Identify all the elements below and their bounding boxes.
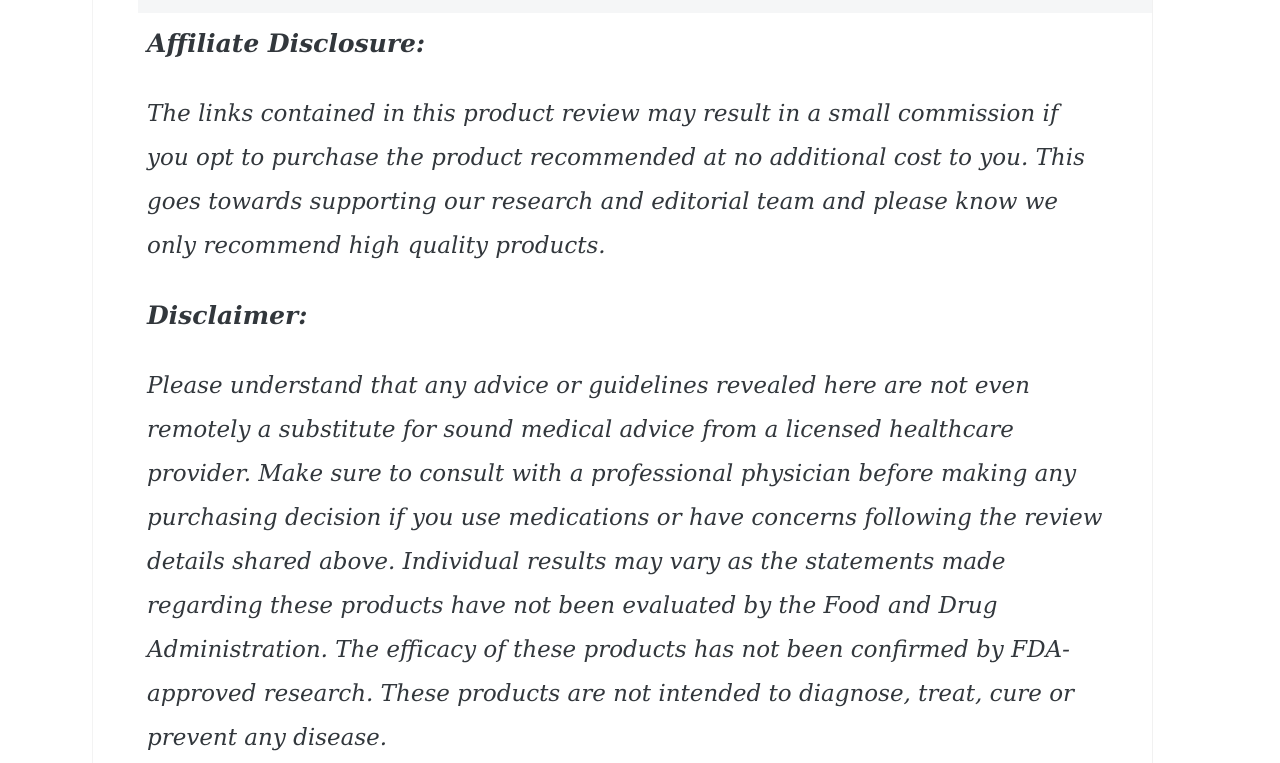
disclaimer-heading: Disclaimer:	[147, 301, 308, 330]
disclaimer-paragraph: Please understand that any advice or gui…	[147, 373, 1103, 751]
article-content-column: Affiliate Disclosure: The links containe…	[92, 0, 1153, 763]
disclosure-text-block: Affiliate Disclosure: The links containe…	[147, 22, 1153, 763]
affiliate-disclosure-heading: Affiliate Disclosure:	[147, 29, 426, 58]
affiliate-disclosure-paragraph: The links contained in this product revi…	[147, 101, 1085, 259]
cropped-element-remnant	[138, 0, 1152, 13]
